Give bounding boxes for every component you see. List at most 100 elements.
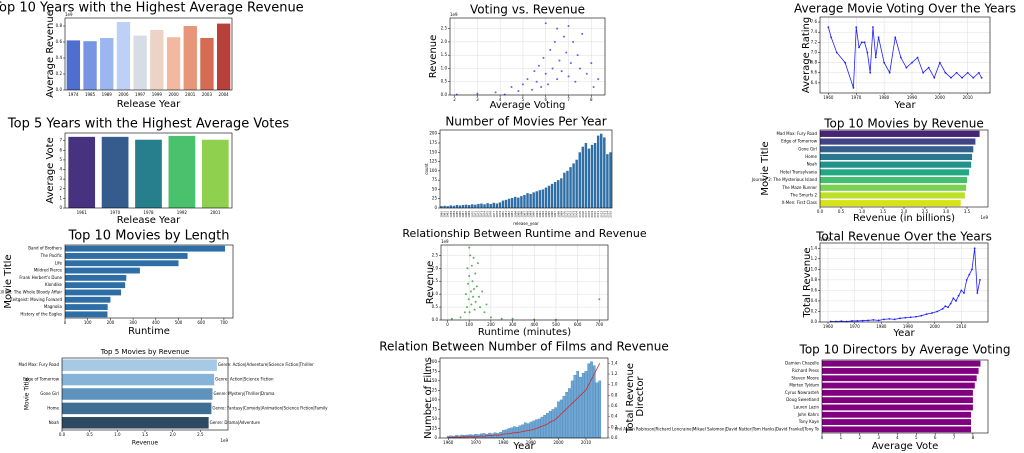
y-tick-label: 175 <box>429 140 437 145</box>
x-tick-label: 1978 <box>143 210 154 215</box>
y-axis-label: Movie Title <box>760 141 771 195</box>
bar <box>579 376 582 439</box>
x-tick-label: 1961 <box>77 210 88 215</box>
point <box>547 83 550 86</box>
point <box>521 83 524 86</box>
x-tick-label: 1990 <box>903 324 914 329</box>
plot-frame <box>449 17 606 96</box>
y-axis-label: Revenue <box>425 261 436 305</box>
bar <box>820 153 973 161</box>
y-tick-label: 2.0 <box>432 265 439 270</box>
y-tick-label: 0.8 <box>56 23 63 28</box>
marker <box>977 71 980 74</box>
y-tick-label: 75 <box>432 406 438 411</box>
y-tick-label: Life <box>55 260 63 265</box>
marker <box>909 316 912 319</box>
bar <box>538 190 542 208</box>
point <box>472 295 475 298</box>
x-tick-label: 5 <box>915 435 918 440</box>
plot-frame <box>439 357 609 439</box>
point <box>467 282 470 285</box>
bar <box>62 373 215 386</box>
x-tick-label: 1968 <box>464 211 468 218</box>
x-tick-label: 2015 <box>608 211 612 218</box>
y-tick-label: 0.0 <box>441 92 448 97</box>
x-tick-label: 1982 <box>507 211 511 218</box>
y-tick-label: Tony Kaye <box>798 419 820 424</box>
marker <box>861 319 864 322</box>
bar <box>543 414 546 439</box>
marker <box>938 61 941 64</box>
bar <box>596 135 600 208</box>
marker <box>922 71 925 74</box>
x-tick-label: 1970 <box>850 324 861 329</box>
y-axis-label: Average Vote <box>45 137 56 204</box>
point <box>474 300 477 303</box>
y-tick-label: 6 <box>59 147 62 152</box>
chart-title: Voting vs. Revenue <box>470 3 585 17</box>
y-tick-label: 0.6 <box>811 287 818 292</box>
marker <box>965 278 968 281</box>
point <box>481 290 484 293</box>
chart-title: Relationship Between Runtime and Revenue <box>402 227 646 240</box>
bar <box>455 205 459 208</box>
y-offset: 1e10 <box>820 237 831 242</box>
point <box>565 51 568 54</box>
plot-frame <box>64 132 233 209</box>
bar <box>822 404 973 411</box>
x-tick-label: 2.0 <box>169 432 176 437</box>
x-tick-label: 1993 <box>541 211 545 218</box>
x-tick-label: 1977 <box>492 211 496 218</box>
y-tick-label: Doug Sweetland <box>786 397 819 402</box>
marker <box>893 318 896 321</box>
point <box>558 59 561 62</box>
x-tick-label: 1971 <box>473 211 477 218</box>
point <box>598 298 601 301</box>
bar <box>135 139 162 208</box>
bar <box>584 371 588 439</box>
chart-title: Top 10 Movies by Length <box>67 229 229 244</box>
x-tick-label: 1996 <box>550 211 554 218</box>
point <box>592 86 595 89</box>
bar <box>65 304 108 310</box>
x-tick-label: 500 <box>175 320 183 325</box>
bar <box>593 143 597 208</box>
x-tick-label: 0.0 <box>59 432 66 437</box>
marker <box>866 51 869 54</box>
annotation: Genre: Drama|Adventure <box>210 420 261 425</box>
bar <box>65 253 188 259</box>
plot-frame <box>64 17 233 91</box>
marker <box>925 313 928 315</box>
y-tick-label: 5 <box>59 157 62 162</box>
bar <box>526 193 529 208</box>
y-tick-label: Home <box>47 405 59 410</box>
x-tick-label: 1999 <box>559 211 563 218</box>
marker <box>852 87 855 89</box>
x-tick-label: 300 <box>129 320 137 325</box>
x-tick-label: 1990 <box>532 211 536 218</box>
marker <box>888 71 891 74</box>
bar <box>557 401 560 439</box>
y-tick-label: 7.0 <box>811 49 818 54</box>
x-tick-label: 2008 <box>587 211 591 218</box>
bar <box>460 434 464 439</box>
marker <box>941 307 944 310</box>
bar <box>590 361 593 439</box>
x-axis-label: Average Voting <box>490 100 566 111</box>
y-tick-label: 200 <box>429 359 437 364</box>
marker <box>915 315 917 318</box>
bar <box>489 203 492 208</box>
x-tick-label: 1983 <box>510 211 514 218</box>
x-tick-label: 2012 <box>599 211 603 218</box>
marker <box>933 76 936 79</box>
point <box>511 317 514 320</box>
bar <box>560 178 563 208</box>
point <box>517 90 520 93</box>
bar <box>820 176 967 184</box>
marker <box>911 61 913 64</box>
x-tick-label: 1970 <box>110 210 121 215</box>
bar <box>537 418 541 439</box>
x-tick-label: 500 <box>552 322 560 327</box>
bar <box>65 260 179 267</box>
y-offset: 1e9 <box>65 12 73 17</box>
